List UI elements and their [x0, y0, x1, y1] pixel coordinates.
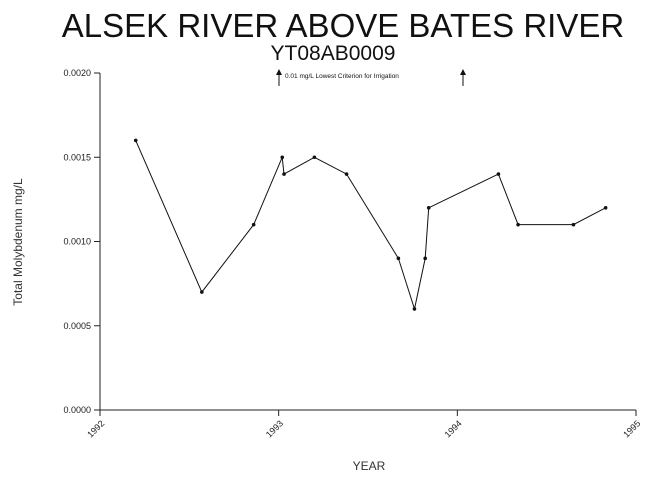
y-axis-label: Total Molybdenum mg/L	[11, 178, 25, 306]
data-point	[282, 172, 286, 176]
y-ticks: 0.0000 0.0005 0.0010 0.0015 0.0020	[63, 68, 100, 415]
data-point	[133, 138, 138, 143]
data-point	[426, 206, 431, 210]
criterion-annotation-text: 0.01 mg/L Lowest Criterion for Irrigatio…	[285, 73, 399, 80]
data-point	[280, 155, 285, 160]
criterion-arrowhead-left	[276, 69, 282, 75]
data-point	[251, 222, 256, 227]
y-tick-label: 0.0010	[63, 237, 91, 247]
series-group	[133, 138, 608, 311]
x-tick-label: 1992	[85, 418, 106, 439]
chart-title: ALSEK RIVER ABOVE BATES RIVER	[62, 7, 624, 44]
x-axis-label: YEAR	[353, 459, 386, 473]
y-tick-label: 0.0020	[63, 68, 91, 78]
x-tick-label: 1993	[264, 418, 285, 439]
chart-subtitle: YT08AB0009	[271, 42, 396, 65]
data-point	[200, 290, 204, 294]
y-tick-label: 0.0005	[63, 321, 91, 331]
x-ticks: 1992 1993 1994 1995	[85, 410, 642, 440]
criterion-arrowhead-right	[460, 69, 466, 75]
criterion-annotation: 0.01 mg/L Lowest Criterion for Irrigatio…	[276, 69, 466, 86]
data-point	[496, 172, 501, 176]
x-tick-label: 1994	[443, 418, 464, 439]
data-point	[344, 172, 349, 176]
data-point	[516, 222, 520, 227]
series-line	[135, 140, 606, 311]
data-point	[571, 222, 576, 227]
data-point	[312, 155, 317, 160]
data-point	[412, 307, 417, 311]
x-tick-label: 1995	[621, 418, 642, 439]
data-point	[603, 206, 608, 210]
y-tick-label: 0.0015	[63, 152, 91, 162]
data-point	[423, 256, 427, 261]
y-tick-label: 0.0000	[63, 405, 91, 415]
data-point	[396, 256, 401, 261]
